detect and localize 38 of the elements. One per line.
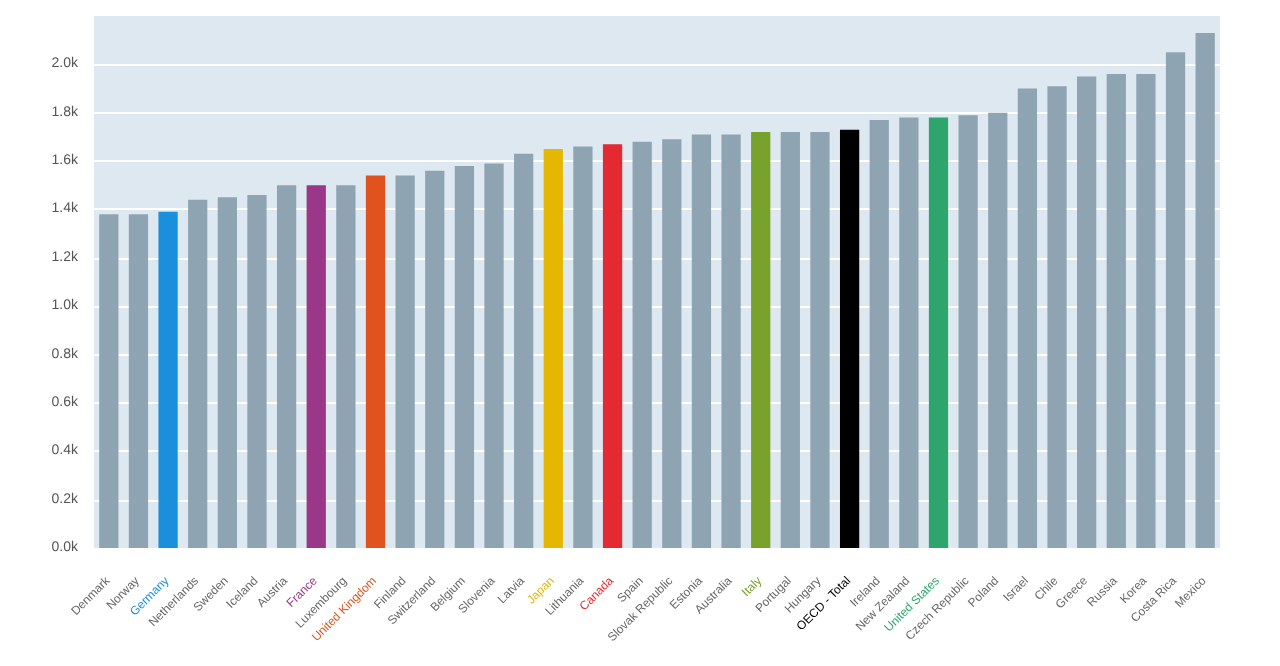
bar (1195, 32, 1215, 548)
bar (514, 153, 534, 548)
bar (336, 185, 356, 548)
bar (602, 144, 623, 548)
bar (632, 141, 652, 548)
bar (1165, 52, 1186, 548)
bar (247, 194, 267, 548)
bar (217, 197, 237, 548)
bar (1017, 88, 1038, 548)
bar (425, 170, 445, 548)
bar (276, 185, 297, 548)
bar (691, 134, 712, 548)
bar (988, 112, 1008, 548)
bar (1077, 76, 1097, 548)
bar (721, 134, 741, 548)
bar (958, 115, 978, 548)
bar (899, 117, 919, 548)
bar (543, 149, 563, 548)
bar (869, 119, 889, 548)
bar (454, 165, 475, 548)
bar (365, 175, 386, 548)
bar (188, 199, 208, 548)
bar (662, 139, 682, 548)
bar (839, 129, 860, 548)
bar (484, 163, 504, 548)
bar (780, 132, 800, 548)
bar (128, 214, 149, 548)
bar (158, 211, 178, 548)
bar (751, 132, 771, 548)
bar (573, 146, 593, 548)
bar (928, 117, 949, 548)
bar (1106, 74, 1126, 548)
bar (1047, 86, 1067, 548)
bar (99, 214, 119, 548)
bar (395, 175, 415, 548)
bar (810, 132, 830, 548)
bar (306, 185, 326, 548)
bar (1136, 74, 1156, 548)
